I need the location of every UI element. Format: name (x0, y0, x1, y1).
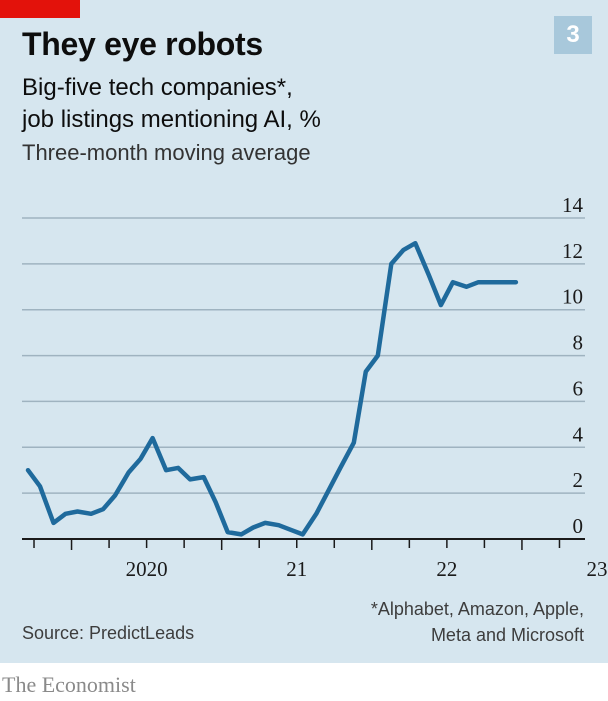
y-tick-label: 2 (573, 468, 584, 492)
economist-wordmark: The Economist (2, 672, 136, 697)
y-tick-label: 12 (562, 239, 583, 263)
x-tick-label: 21 (286, 557, 307, 581)
y-tick-label: 8 (573, 331, 584, 355)
chart-measure-note: Three-month moving average (22, 140, 311, 165)
chart-subtitle-line-2: job listings mentioning AI, % (22, 106, 321, 133)
chart-number-badge: 3 (554, 16, 592, 54)
y-tick-label: 0 (573, 514, 584, 538)
line-chart: 0 2 4 6 8 10 12 14 2020 21 22 23 (22, 193, 608, 581)
grid-layer (22, 217, 585, 494)
y-tick-label: 6 (573, 376, 584, 400)
x-axis: 2020 21 22 23 (22, 538, 608, 581)
footnote: *Alphabet, Amazon, Apple, Meta and Micro… (371, 596, 584, 648)
footnote-line-1: *Alphabet, Amazon, Apple, (370, 599, 584, 619)
chart-title: They eye robots (22, 26, 263, 62)
chart-subtitle-line-1: Big-five tech companies*, (22, 74, 293, 101)
y-tick-label: 10 (562, 285, 583, 309)
footnote-line-2: Meta and Microsoft (430, 625, 584, 645)
chart-subtitle: Big-five tech companies*, job listings m… (22, 72, 522, 136)
brand-red-tag (0, 0, 80, 18)
chart-panel (0, 0, 608, 663)
y-tick-label: 4 (573, 422, 584, 446)
x-tick-label: 22 (436, 557, 457, 581)
y-axis-labels: 0 2 4 6 8 10 12 14 (562, 193, 584, 538)
x-tick-label: 2020 (126, 557, 168, 581)
series-line (25, 240, 519, 537)
y-tick-label: 14 (562, 193, 584, 217)
source-note: Source: PredictLeads (22, 623, 195, 643)
x-tick-label: 23 (587, 557, 608, 581)
series-layer (25, 240, 519, 537)
